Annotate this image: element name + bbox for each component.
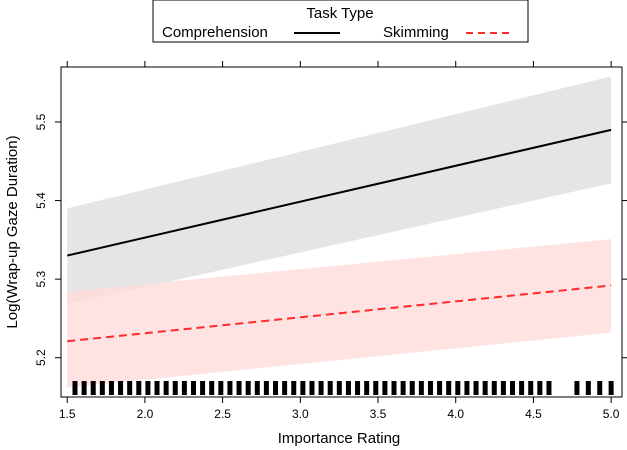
rug-mark <box>309 381 315 395</box>
rug-mark <box>118 381 124 395</box>
legend-box <box>152 0 529 43</box>
rug-mark <box>336 381 342 395</box>
rug-mark <box>500 381 506 395</box>
rug-mark <box>273 381 279 395</box>
rug-mark <box>455 381 461 395</box>
rug-mark <box>482 381 488 395</box>
rug-mark <box>597 381 603 395</box>
rug-mark <box>473 381 479 395</box>
rug-mark <box>245 381 251 395</box>
rug-mark <box>136 381 142 395</box>
rug-mark <box>263 381 269 395</box>
y-tick-label: 5.5 <box>34 113 48 130</box>
rug-mark <box>254 381 260 395</box>
x-tick-label: 3.5 <box>370 407 387 421</box>
rug-mark <box>227 381 233 395</box>
x-tick-label: 2.0 <box>137 407 154 421</box>
rug-mark <box>163 381 169 395</box>
rug-mark <box>209 381 215 395</box>
rug-mark <box>409 381 415 395</box>
rug-mark <box>427 381 433 395</box>
rug-mark <box>318 381 324 395</box>
plot-frame <box>60 66 623 398</box>
rug-mark <box>218 381 224 395</box>
rug-mark <box>282 381 288 395</box>
rug-mark <box>236 381 242 395</box>
rug-mark <box>300 381 306 395</box>
rug-mark <box>72 381 78 395</box>
rug-mark <box>108 381 114 395</box>
rug-mark <box>464 381 470 395</box>
x-tick-label: 1.5 <box>59 407 76 421</box>
legend-title: Task Type <box>306 5 373 22</box>
rug-mark <box>145 381 151 395</box>
rug-mark <box>90 381 96 395</box>
y-axis-label: Log(Wrap-up Gaze Duration) <box>4 135 21 328</box>
rug-mark <box>400 381 406 395</box>
rug-mark <box>510 381 516 395</box>
rug-mark <box>446 381 452 395</box>
rug-mark <box>537 381 543 395</box>
rug-mark <box>519 381 525 395</box>
rug-mark <box>327 381 333 395</box>
rug-mark <box>418 381 424 395</box>
x-axis-label: Importance Rating <box>278 430 401 447</box>
y-tick-label: 5.4 <box>34 192 48 209</box>
x-tick-label: 2.5 <box>214 407 231 421</box>
rug-mark <box>99 381 105 395</box>
rug-mark <box>373 381 379 395</box>
rug-mark <box>345 381 351 395</box>
rug-mark <box>81 381 87 395</box>
y-tick-label: 5.2 <box>34 349 48 366</box>
rug-mark <box>364 381 370 395</box>
rug-mark <box>585 381 591 395</box>
x-tick-label: 3.0 <box>292 407 309 421</box>
series-line-skimming <box>67 284 612 343</box>
rug-mark <box>181 381 187 395</box>
rug-mark <box>391 381 397 395</box>
rug-mark <box>528 381 534 395</box>
rug-mark <box>190 381 196 395</box>
y-tick-label: 5.3 <box>34 270 48 287</box>
x-tick-label: 4.0 <box>447 407 464 421</box>
rug-mark <box>200 381 206 395</box>
series-line-comprehension <box>66 128 612 257</box>
rug-mark <box>546 381 552 395</box>
rug-mark <box>154 381 160 395</box>
rug-mark <box>291 381 297 395</box>
rug-mark <box>574 381 580 395</box>
rug-mark <box>437 381 443 395</box>
rug-mark <box>382 381 388 395</box>
confidence-band-comprehension <box>67 76 612 305</box>
legend-label-skimming: Skimming <box>383 24 449 41</box>
rug-mark <box>127 381 133 395</box>
legend-label-comprehension: Comprehension <box>162 24 268 41</box>
rug-mark <box>608 381 614 395</box>
rug-mark <box>491 381 497 395</box>
rug-mark <box>355 381 361 395</box>
legend: Task Type Comprehension Skimming <box>152 0 529 43</box>
x-tick-label: 5.0 <box>603 407 620 421</box>
x-tick-label: 4.5 <box>525 407 542 421</box>
rug-mark <box>172 381 178 395</box>
